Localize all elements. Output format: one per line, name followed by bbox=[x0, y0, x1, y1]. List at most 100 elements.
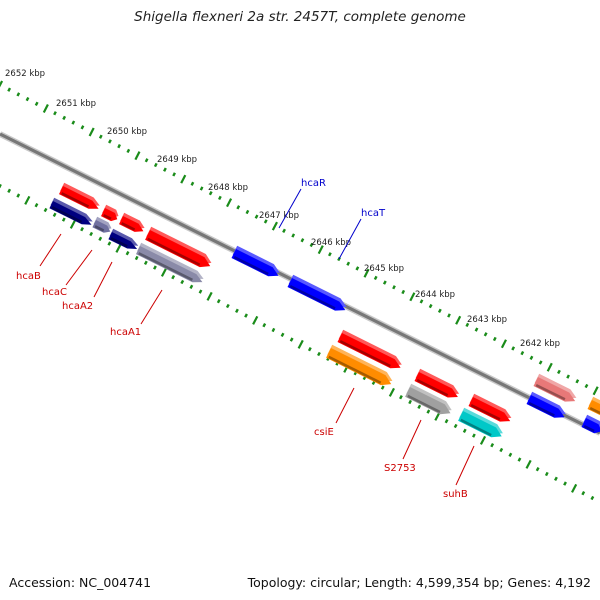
minor-tick bbox=[282, 228, 286, 233]
minor-tick bbox=[474, 327, 479, 332]
minor-tick bbox=[172, 172, 176, 177]
gene-red-right-shade bbox=[470, 403, 501, 421]
minor-tick bbox=[225, 303, 230, 309]
gene-label-hcaC: hcaC bbox=[42, 287, 67, 298]
gene-right-orange bbox=[587, 396, 600, 416]
gene-right-blue-2 bbox=[581, 414, 600, 434]
gene-hcaR-shade bbox=[233, 255, 269, 276]
minor-tick bbox=[355, 266, 360, 271]
gene-right-blue-2-shade bbox=[583, 424, 595, 433]
minor-tick bbox=[392, 285, 396, 290]
minor-tick bbox=[554, 476, 558, 481]
gene-right-orange-shade bbox=[589, 406, 600, 415]
minor-tick bbox=[80, 227, 84, 232]
minor-tick bbox=[163, 167, 167, 172]
minor-tick bbox=[538, 360, 543, 365]
minor-tick bbox=[80, 125, 85, 130]
minor-tick bbox=[380, 385, 385, 390]
major-tick bbox=[134, 151, 141, 161]
gene-red-2 bbox=[101, 204, 119, 222]
minor-tick bbox=[419, 299, 424, 304]
kbp-label: 2651 kbp bbox=[56, 99, 96, 109]
gene-suhB-body bbox=[458, 411, 502, 438]
gene-label-S2753: S2753 bbox=[384, 463, 416, 474]
inner-tick-track bbox=[0, 183, 595, 501]
minor-tick bbox=[61, 217, 66, 222]
minor-tick bbox=[108, 139, 112, 144]
gene-label-csiE: csiE bbox=[314, 427, 334, 438]
leader-hcaB bbox=[39, 233, 62, 267]
minor-tick bbox=[399, 395, 403, 400]
leader-suhB bbox=[455, 445, 475, 486]
outer-tick-track bbox=[0, 80, 599, 396]
minor-tick bbox=[490, 443, 495, 448]
gene-right-blue-body bbox=[526, 395, 565, 418]
leader-hcaA2 bbox=[93, 261, 113, 298]
minor-tick bbox=[401, 289, 406, 295]
minor-tick bbox=[499, 447, 504, 453]
minor-tick bbox=[520, 350, 525, 356]
minor-tick bbox=[180, 279, 185, 285]
gene-hcaA1-red bbox=[145, 226, 212, 268]
major-tick bbox=[571, 483, 578, 493]
gene-hcaB-navy-body bbox=[49, 201, 92, 225]
gene-csiE bbox=[326, 344, 393, 386]
minor-tick bbox=[198, 289, 203, 294]
minor-tick bbox=[511, 346, 516, 351]
kbp-label: 2648 kbp bbox=[208, 183, 248, 193]
gene-csiE-shade bbox=[328, 355, 382, 384]
minor-tick bbox=[447, 313, 451, 318]
minor-tick bbox=[16, 193, 21, 198]
minor-tick bbox=[117, 143, 121, 149]
major-tick bbox=[206, 291, 213, 301]
gene-right-blue-shade bbox=[528, 401, 555, 417]
major-tick bbox=[271, 221, 278, 231]
major-tick bbox=[88, 127, 95, 137]
gene-red-1 bbox=[59, 182, 100, 209]
minor-tick bbox=[89, 231, 94, 237]
minor-tick bbox=[25, 96, 30, 102]
major-tick bbox=[42, 103, 49, 114]
gene-features bbox=[49, 182, 600, 438]
minor-tick bbox=[190, 181, 195, 186]
major-tick bbox=[409, 292, 416, 302]
gene-hcaT bbox=[287, 274, 347, 311]
kbp-label: 2652 kbp bbox=[5, 69, 45, 79]
minor-tick bbox=[16, 92, 21, 97]
leader-hcaT bbox=[338, 218, 362, 260]
minor-tick bbox=[126, 148, 131, 154]
minor-tick bbox=[584, 383, 589, 389]
minor-tick bbox=[508, 452, 513, 457]
major-tick bbox=[388, 387, 395, 397]
gene-label-suhB: suhB bbox=[443, 489, 468, 500]
major-tick bbox=[115, 243, 122, 253]
minor-tick bbox=[373, 275, 378, 281]
gene-labels: hcaR hcaT hcaB hcaC hcaA2 hcaA1 csiE S27… bbox=[16, 178, 468, 500]
minor-tick bbox=[107, 241, 112, 246]
minor-tick bbox=[7, 188, 12, 193]
minor-tick bbox=[590, 495, 595, 501]
gene-right-pink bbox=[533, 373, 577, 402]
gene-hcaA1-gray-shade bbox=[138, 252, 193, 282]
minor-tick bbox=[382, 280, 387, 285]
minor-tick bbox=[426, 409, 431, 414]
kbp-label: 2650 kbp bbox=[107, 127, 147, 137]
minor-tick bbox=[208, 191, 213, 196]
minor-tick bbox=[263, 219, 268, 224]
minor-tick bbox=[444, 419, 449, 424]
gene-right-pink-body bbox=[533, 377, 576, 402]
gene-label-hcaA1: hcaA1 bbox=[110, 327, 141, 338]
kbp-label: 2642 kbp bbox=[520, 339, 560, 349]
gene-right-pink-shade bbox=[535, 383, 566, 401]
gene-right-blue bbox=[526, 391, 566, 418]
gene-hcaC-gray-shade bbox=[94, 225, 105, 232]
minor-tick bbox=[236, 205, 241, 210]
major-tick bbox=[592, 386, 599, 396]
minor-tick bbox=[52, 212, 57, 217]
major-tick bbox=[297, 339, 304, 349]
major-tick bbox=[363, 268, 370, 278]
gene-red-mid-2 bbox=[414, 368, 460, 398]
minor-tick bbox=[557, 369, 561, 375]
gene-hcaC-gray-body bbox=[92, 220, 111, 233]
